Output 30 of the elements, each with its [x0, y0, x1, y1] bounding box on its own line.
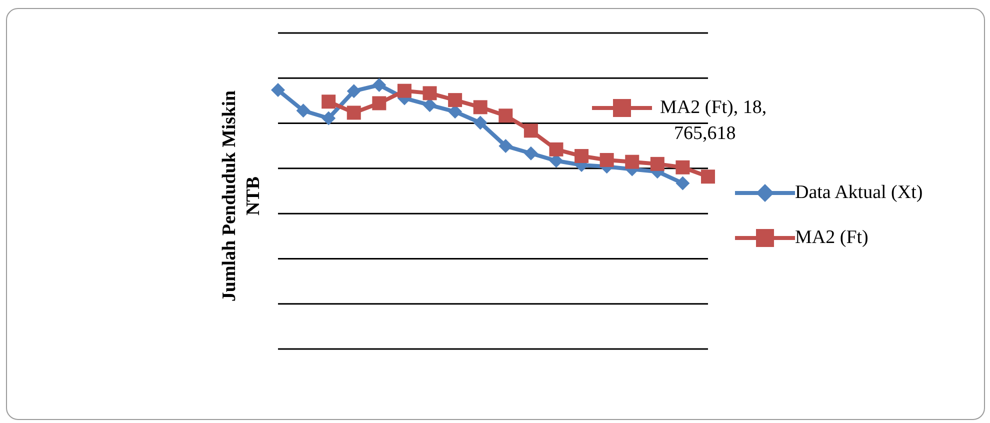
point — [524, 124, 538, 138]
annotation: MA2 (Ft), 18, 765,618 — [659, 96, 767, 146]
point — [600, 152, 614, 167]
point — [271, 83, 285, 98]
point — [574, 149, 589, 164]
point — [676, 176, 690, 190]
point — [650, 156, 664, 171]
point — [701, 170, 715, 184]
point — [473, 116, 488, 130]
point — [448, 93, 462, 108]
point — [422, 86, 437, 100]
point — [346, 106, 361, 120]
point — [524, 146, 538, 160]
point — [322, 94, 336, 109]
point — [549, 142, 564, 156]
y-axis-title: Jumlah Penduduk Miskin NTB — [218, 90, 265, 302]
point — [372, 96, 386, 110]
legend-label: MA2 (Ft) — [795, 226, 868, 248]
point — [498, 108, 513, 123]
point — [346, 84, 361, 98]
point — [498, 138, 513, 153]
point — [322, 111, 336, 126]
point — [473, 100, 488, 114]
point — [422, 98, 437, 112]
point — [397, 84, 412, 98]
point — [296, 104, 310, 118]
point — [372, 78, 386, 92]
point — [676, 160, 690, 174]
legend-label: Data Aktual (Xt) — [795, 182, 923, 204]
point — [625, 154, 640, 169]
